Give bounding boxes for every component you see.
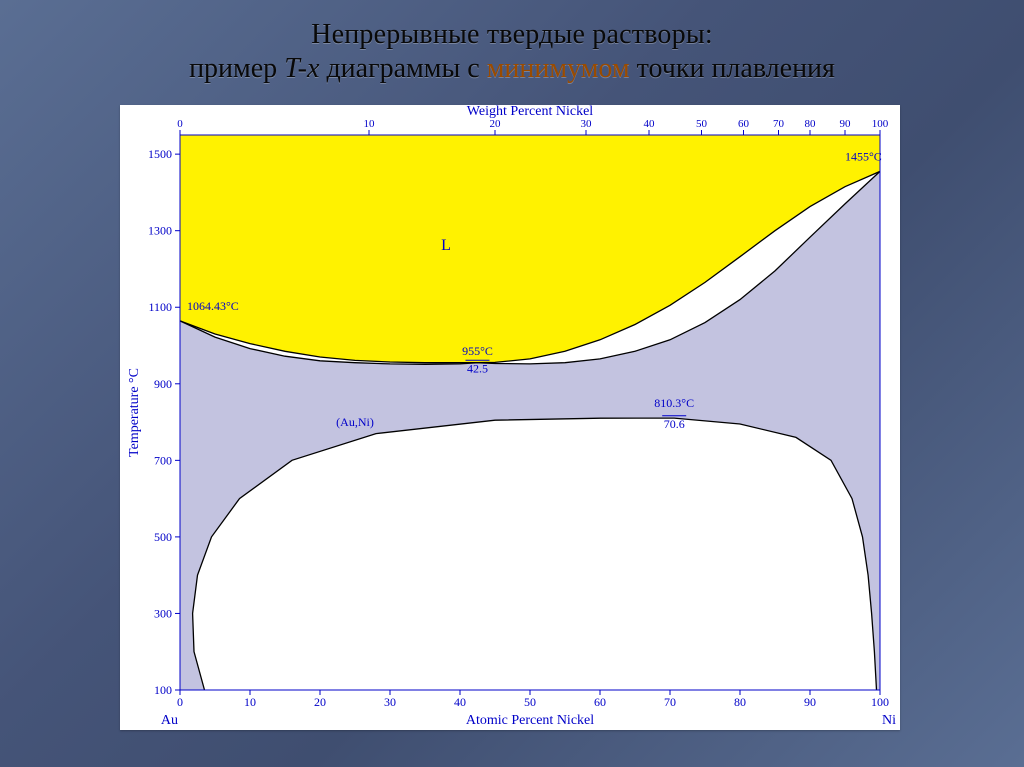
x-top-tick-label: 100 <box>872 118 889 130</box>
x-tick-label: 70 <box>664 695 676 709</box>
x-tick-label: 90 <box>804 695 816 709</box>
x-tick-label: 20 <box>314 695 326 709</box>
phase-diagram-chart: 0102030405060708090100Atomic Percent Nic… <box>120 105 900 730</box>
x-tick-label: 10 <box>244 695 256 709</box>
x-top-tick-label: 30 <box>581 118 593 130</box>
annotation: 810.3°C <box>654 396 694 410</box>
y-tick-label: 100 <box>154 683 172 697</box>
x-top-tick-label: 50 <box>696 118 708 130</box>
title-line2-pre: пример <box>189 53 284 84</box>
solvus-curve <box>193 418 877 690</box>
y-tick-label: 500 <box>154 530 172 544</box>
x-tick-label: 100 <box>871 695 889 709</box>
y-tick-label: 1500 <box>148 147 172 161</box>
x-top-tick-label: 10 <box>364 118 376 130</box>
x-top-tick-label: 20 <box>490 118 502 130</box>
solid-solution-label: (Au,Ni) <box>336 415 374 429</box>
slide-title: Непрерывные твердые растворы: пример T-x… <box>0 0 1024 85</box>
title-line2-mid: диаграммы с <box>319 53 486 84</box>
annotation: 42.5 <box>467 361 488 375</box>
x-left-end-label: Au <box>161 713 178 728</box>
title-line2-highlight: минимумом <box>487 53 630 84</box>
title-line2-em: T-x <box>284 53 319 84</box>
y-tick-label: 1100 <box>148 300 172 314</box>
x-tick-label: 80 <box>734 695 746 709</box>
y-tick-label: 700 <box>154 453 172 467</box>
x-top-tick-label: 70 <box>773 118 785 130</box>
x-tick-label: 30 <box>384 695 396 709</box>
x-tick-label: 40 <box>454 695 466 709</box>
annotation: 955°C <box>462 344 493 358</box>
x-top-tick-label: 0 <box>177 118 183 130</box>
x-right-end-label: Ni <box>882 713 896 728</box>
x-tick-label: 60 <box>594 695 606 709</box>
liquid-label: L <box>441 237 451 254</box>
annotation: 70.6 <box>664 417 685 431</box>
annotation: 1455°C <box>845 150 882 164</box>
x-top-tick-label: 90 <box>840 118 852 130</box>
x-top-tick-label: 40 <box>644 118 656 130</box>
x-axis-label: Atomic Percent Nickel <box>466 713 594 728</box>
x-top-axis-label: Weight Percent Nickel <box>467 105 593 119</box>
annotation: 1064.43°C <box>187 299 239 313</box>
title-line1: Непрерывные твердые растворы: <box>311 19 713 50</box>
y-axis-label: Temperature °C <box>127 368 142 457</box>
title-line2-post: точки плавления <box>630 53 835 84</box>
chart-svg: 0102030405060708090100Atomic Percent Nic… <box>120 105 900 730</box>
y-tick-label: 900 <box>154 377 172 391</box>
x-tick-label: 50 <box>524 695 536 709</box>
y-tick-label: 300 <box>154 606 172 620</box>
y-tick-label: 1300 <box>148 224 172 238</box>
x-tick-label: 0 <box>177 695 183 709</box>
x-top-tick-label: 80 <box>805 118 817 130</box>
x-top-tick-label: 60 <box>738 118 750 130</box>
